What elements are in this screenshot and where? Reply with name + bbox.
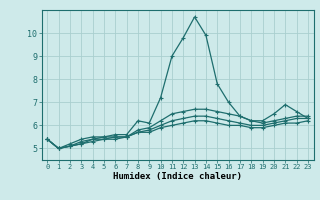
X-axis label: Humidex (Indice chaleur): Humidex (Indice chaleur) — [113, 172, 242, 181]
